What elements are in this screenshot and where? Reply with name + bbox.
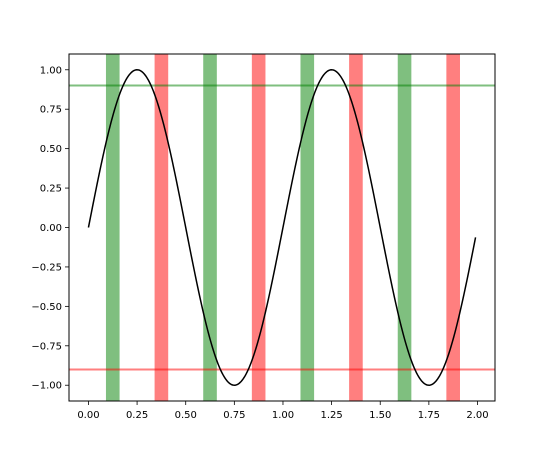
y-tick-label: 0.75 [40,105,62,116]
vertical-span-green [397,54,412,401]
vertical-span-red [446,54,460,401]
x-tick-label: 1.75 [418,410,440,421]
x-tick-label: 0.00 [77,410,99,421]
x-tick-label: 0.50 [175,410,197,421]
series-layer [87,69,477,386]
vertical-span-green [300,54,315,401]
y-tick-label: −0.75 [31,341,62,352]
vertical-span-red [154,54,169,401]
x-tick-label: 1.00 [272,410,294,421]
x-tick-label: 1.50 [369,410,391,421]
y-tick-label: 0.50 [40,144,62,155]
y-tick-label: −0.50 [31,302,62,313]
x-tick-label: 1.25 [320,410,342,421]
vertical-span-green [203,54,217,401]
y-tick-label: 0.00 [40,223,62,234]
spans-layer [105,54,460,401]
horizontal-lines-layer [69,84,495,371]
sine-series-line [87,69,477,386]
y-tick-label: 0.25 [40,184,62,195]
x-tick-label: 2.00 [466,410,488,421]
y-tick-label: 1.00 [40,65,62,76]
x-tick-label: 0.25 [126,410,148,421]
x-axis: 0.00 0.25 0.50 0.75 1.00 1.25 1.50 1.75 2.00 [77,401,489,421]
y-axis: 1.00 0.75 0.50 0.25 0.00 −0.25 −0.50 −0.75 −1.00 [31,65,69,392]
vertical-span-green [105,54,120,401]
x-tick-label: 0.75 [223,410,245,421]
y-tick-label: −0.25 [31,262,62,273]
y-tick-label: −1.00 [31,381,62,392]
vertical-span-red [251,54,266,401]
vertical-span-red [349,54,363,401]
